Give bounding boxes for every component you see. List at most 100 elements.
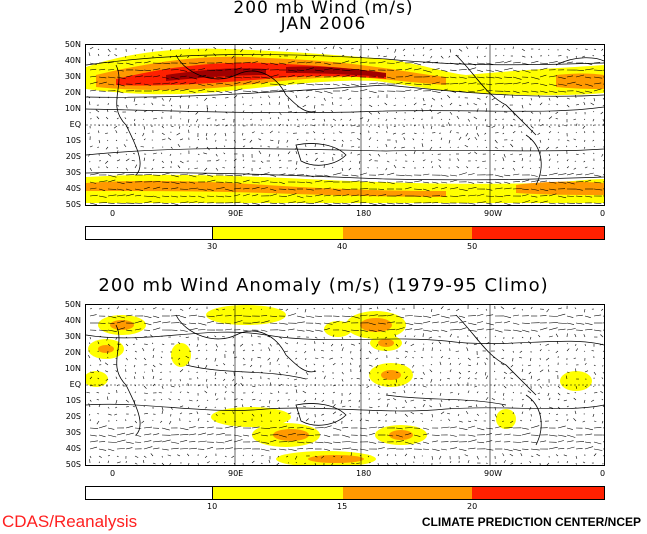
wind-arrow	[314, 180, 323, 183]
wind-arrow	[224, 104, 227, 107]
wind-arrow	[341, 74, 350, 78]
wind-arrow	[467, 370, 471, 373]
wind-arrow	[566, 159, 569, 162]
wind-arrow	[242, 454, 244, 457]
wind-arrow	[575, 195, 583, 197]
wind-arrow	[134, 427, 142, 429]
wind-arrow	[403, 54, 406, 57]
wind-arrow	[214, 357, 217, 362]
wind-arrow	[386, 434, 394, 437]
wind-arrow	[413, 150, 416, 155]
wind-arrow	[116, 104, 120, 107]
wind-map-panel	[85, 44, 605, 206]
wind-arrow	[484, 132, 487, 135]
wind-arrow	[521, 404, 524, 408]
wind-arrow	[212, 97, 217, 99]
wind-arrow	[467, 173, 475, 176]
top-colorbar-tick-2: 50	[467, 242, 478, 251]
wind-arrow	[592, 413, 595, 418]
wind-arrow	[447, 308, 451, 311]
wind-arrow	[134, 48, 137, 50]
wind-arrow	[573, 397, 577, 401]
wind-arrow	[574, 410, 577, 415]
wind-arrow	[269, 139, 274, 141]
wind-arrow	[431, 97, 436, 101]
wind-arrow	[503, 321, 510, 324]
wind-arrow	[107, 83, 115, 86]
wind-arrow	[188, 399, 193, 402]
wind-arrow	[518, 153, 523, 156]
wind-arrow	[583, 399, 586, 404]
wind-arrow	[233, 314, 243, 317]
wind-arrow	[134, 357, 137, 360]
wind-arrow	[521, 200, 531, 204]
wind-arrow	[439, 146, 442, 149]
wind-arrow	[161, 321, 171, 324]
wind-arrow	[98, 139, 101, 144]
wind-arrow	[485, 357, 489, 360]
wind-arrow	[224, 188, 234, 192]
wind-arrow	[602, 123, 604, 127]
wind-arrow	[593, 181, 602, 184]
wind-arrow	[278, 83, 287, 86]
wind-arrow	[97, 350, 100, 352]
wind-arrow	[251, 90, 258, 93]
wind-arrow	[458, 362, 461, 366]
wind-arrow	[347, 97, 352, 101]
wind-arrow	[305, 448, 314, 450]
wind-arrow	[458, 76, 467, 79]
colorbar-segment-2	[212, 227, 343, 239]
anomaly-vectors	[86, 305, 604, 465]
wind-arrow	[242, 110, 245, 113]
wind-arrow	[485, 328, 495, 331]
wind-arrow	[548, 406, 553, 409]
wind-arrow	[89, 455, 92, 459]
wind-arrow	[530, 375, 533, 380]
wind-arrow	[404, 453, 408, 457]
wind-arrow	[600, 391, 604, 394]
wind-arrow	[538, 398, 541, 401]
wind-arrow	[512, 82, 521, 85]
wind-arrow	[161, 188, 169, 190]
wind-arrow	[134, 118, 136, 122]
wind-arrow	[457, 158, 460, 162]
wind-arrow	[555, 350, 559, 354]
wind-arrow	[521, 368, 524, 373]
wind-arrow	[548, 153, 550, 157]
wind-arrow	[368, 433, 375, 436]
wind-arrow	[188, 322, 197, 325]
wind-arrow	[293, 378, 298, 381]
wind-arrow	[592, 139, 595, 142]
wind-arrow	[278, 202, 286, 205]
wind-arrow	[89, 308, 93, 310]
wind-arrow	[395, 152, 397, 155]
wind-arrow	[449, 434, 457, 437]
wind-arrow	[223, 152, 226, 155]
wind-arrow	[305, 427, 315, 430]
wind-arrow	[278, 195, 287, 197]
wind-arrow	[530, 448, 540, 451]
wind-arrow	[287, 427, 295, 429]
wind-arrow	[322, 419, 325, 422]
wind-arrow	[268, 125, 271, 127]
wind-arrow	[476, 76, 485, 79]
wind-arrow	[582, 461, 586, 464]
wind-arrow	[268, 153, 271, 157]
wind-arrow	[413, 54, 415, 57]
wind-arrow	[458, 371, 462, 375]
wind-arrow	[404, 315, 413, 317]
wind-arrow	[330, 110, 334, 113]
wind-arrow	[113, 364, 118, 366]
wind-arrow	[206, 179, 216, 183]
wind-arrow	[161, 406, 164, 411]
wind-arrow	[116, 97, 118, 100]
wind-arrow	[449, 130, 452, 134]
wind-arrow	[323, 441, 333, 444]
wind-arrow	[341, 160, 344, 162]
wind-arrow	[566, 405, 569, 408]
wind-arrow	[458, 427, 468, 430]
wind-arrow	[439, 392, 442, 396]
wind-arrow	[152, 195, 161, 199]
wind-arrow	[179, 82, 187, 85]
wind-arrow	[422, 103, 426, 106]
